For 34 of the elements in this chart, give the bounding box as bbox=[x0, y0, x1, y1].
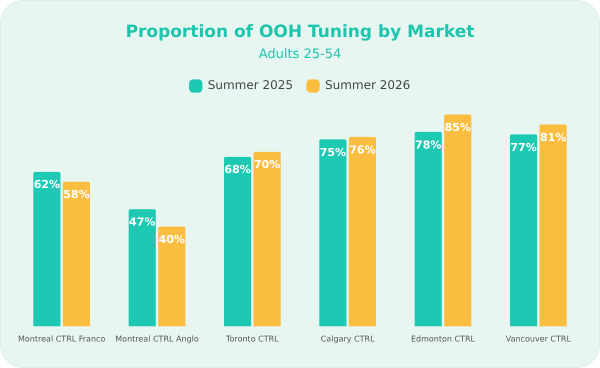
bar bbox=[158, 226, 186, 326]
bar bbox=[444, 114, 472, 326]
data-label: 70% bbox=[254, 158, 280, 172]
x-tick-label: Calgary CTRL bbox=[320, 334, 376, 344]
data-label: 40% bbox=[158, 233, 185, 246]
data-label: 85% bbox=[444, 120, 471, 134]
data-label: 58% bbox=[63, 188, 90, 202]
x-tick-label: Toronto CTRL bbox=[225, 334, 280, 344]
x-tick-label: Montreal CTRL Anglo bbox=[115, 334, 199, 344]
x-tick-label: Montreal CTRL Franco bbox=[18, 334, 106, 344]
bar bbox=[224, 156, 252, 326]
x-tick-label: Vancouver CTRL bbox=[506, 334, 572, 344]
bar bbox=[254, 152, 281, 326]
bar bbox=[62, 182, 90, 326]
x-tick-label: Edmonton CTRL bbox=[410, 334, 476, 344]
data-label: 81% bbox=[540, 130, 566, 144]
legend-label: Summer 2026 bbox=[325, 78, 410, 92]
bar bbox=[33, 172, 60, 326]
bar bbox=[540, 124, 567, 326]
data-label: 78% bbox=[415, 138, 442, 152]
data-label: 62% bbox=[34, 178, 60, 192]
bar bbox=[319, 139, 346, 326]
data-label: 47% bbox=[129, 216, 156, 229]
bar bbox=[510, 134, 538, 326]
data-label: 77% bbox=[510, 140, 537, 154]
bar bbox=[348, 136, 376, 326]
chart-title: Proportion of OOH Tuning by Market bbox=[124, 22, 476, 42]
data-label: 75% bbox=[320, 146, 346, 159]
chart-subtitle: Adults 25-54 bbox=[258, 47, 342, 62]
bar bbox=[128, 209, 156, 326]
legend-label: Summer 2025 bbox=[208, 78, 294, 92]
bar bbox=[414, 132, 442, 326]
data-label: 76% bbox=[349, 143, 376, 156]
data-label: 68% bbox=[224, 163, 251, 176]
